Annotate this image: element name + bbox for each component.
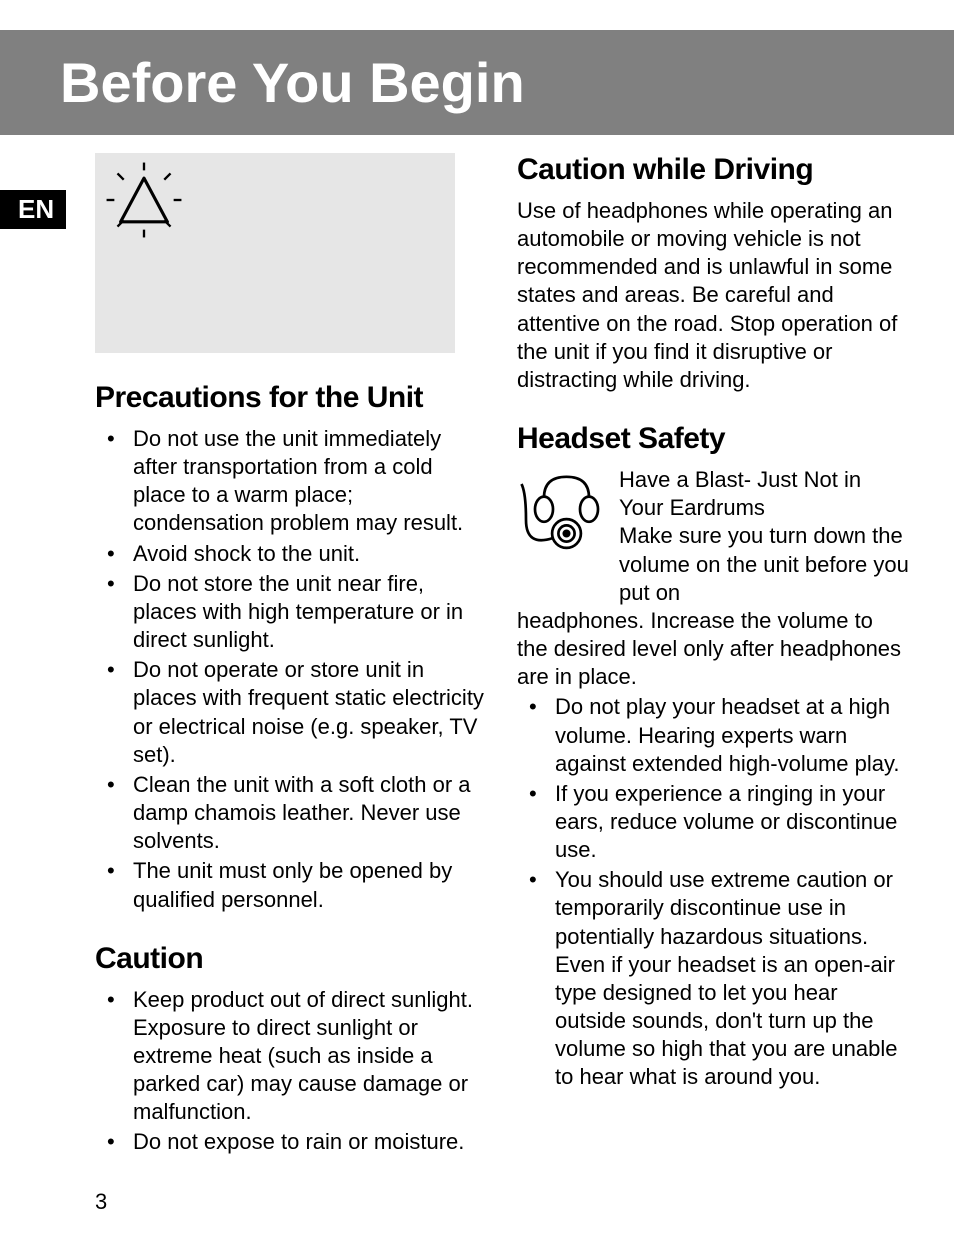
list-item: Do not expose to rain or moisture. (95, 1128, 487, 1156)
left-column: Precautions for the Unit Do not use the … (95, 153, 487, 1185)
list-item: You should use extreme caution or tempor… (517, 866, 909, 1091)
list-item: Do not store the unit near fire, places … (95, 570, 487, 654)
headset-heading: Headset Safety (517, 422, 909, 456)
page-title: Before You Begin (60, 50, 525, 115)
headset-list: Do not play your headset at a high volum… (517, 693, 909, 1091)
precautions-heading: Precautions for the Unit (95, 381, 487, 415)
headset-intro-row: Have a Blast- Just Not in Your Eardrums … (517, 466, 909, 607)
warning-triangle-icon (105, 161, 183, 239)
driving-body: Use of headphones while operating an aut… (517, 197, 909, 394)
driving-section: Caution while Driving Use of headphones … (517, 153, 909, 394)
language-tag: EN (0, 190, 66, 229)
headset-section: Headset Safety Have a Blast- Just Not in… (517, 422, 909, 1091)
headset-intro-side: Have a Blast- Just Not in Your Eardrums … (619, 466, 909, 607)
list-item: Do not operate or store unit in places w… (95, 656, 487, 769)
page-number: 3 (95, 1189, 107, 1215)
caution-section: Caution Keep product out of direct sunli… (95, 942, 487, 1157)
warning-icon-box (95, 153, 455, 353)
list-item: If you experience a ringing in your ears… (517, 780, 909, 864)
list-item: Avoid shock to the unit. (95, 540, 487, 568)
right-column: Caution while Driving Use of headphones … (517, 153, 909, 1185)
headphones-icon (517, 466, 607, 565)
list-item: Clean the unit with a soft cloth or a da… (95, 771, 487, 855)
header-band: Before You Begin (0, 30, 954, 135)
list-item: Do not play your headset at a high volum… (517, 693, 909, 777)
caution-heading: Caution (95, 942, 487, 976)
precautions-section: Precautions for the Unit Do not use the … (95, 381, 487, 914)
list-item: Do not use the unit immediately after tr… (95, 425, 487, 538)
precautions-list: Do not use the unit immediately after tr… (95, 425, 487, 914)
driving-heading: Caution while Driving (517, 153, 909, 187)
content-columns: Precautions for the Unit Do not use the … (0, 135, 954, 1185)
caution-list: Keep product out of direct sunlight. Exp… (95, 986, 487, 1157)
list-item: Keep product out of direct sunlight. Exp… (95, 986, 487, 1127)
headset-intro-cont: headphones. Increase the volume to the d… (517, 607, 909, 691)
list-item: The unit must only be opened by qualifie… (95, 857, 487, 913)
